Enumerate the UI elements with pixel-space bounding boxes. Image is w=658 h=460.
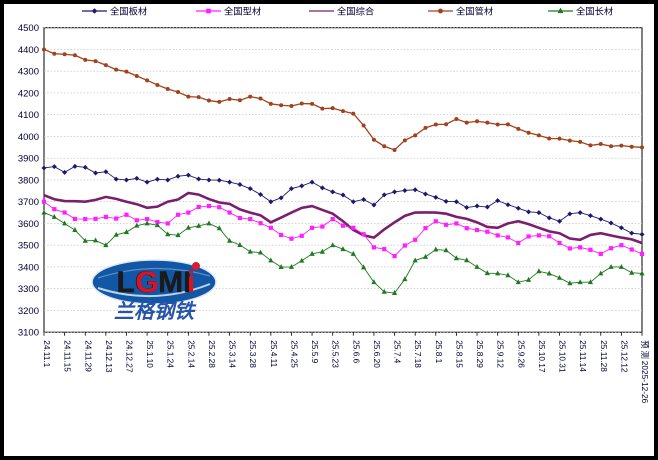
svg-text:25.9.12: 25.9.12: [496, 340, 506, 368]
svg-text:25.10.17: 25.10.17: [537, 340, 547, 373]
svg-text:3100: 3100: [18, 328, 39, 339]
svg-text:25.2.14: 25.2.14: [186, 340, 196, 368]
svg-text:3800: 3800: [18, 175, 39, 186]
svg-text:4300: 4300: [18, 67, 39, 78]
svg-text:全国管材: 全国管材: [456, 5, 493, 16]
svg-text:3200: 3200: [18, 306, 39, 317]
svg-text:25.10.31: 25.10.31: [558, 340, 568, 373]
svg-text:25.6.6: 25.6.6: [351, 340, 361, 363]
svg-text:3400: 3400: [18, 262, 39, 273]
svg-text:24.12.27: 24.12.27: [124, 340, 134, 373]
svg-text:25.11.28: 25.11.28: [599, 340, 609, 372]
svg-text:25.12.12: 25.12.12: [619, 340, 629, 373]
svg-text:25.5.23: 25.5.23: [331, 340, 341, 368]
svg-text:24.12.13: 24.12.13: [104, 340, 114, 373]
svg-text:预测2025-12-26: 预测2025-12-26: [640, 340, 650, 403]
svg-text:4100: 4100: [18, 110, 39, 121]
svg-text:24.11.15: 24.11.15: [63, 340, 73, 372]
svg-text:4500: 4500: [18, 23, 39, 34]
svg-text:3700: 3700: [18, 197, 39, 208]
svg-text:25.7.18: 25.7.18: [413, 340, 423, 368]
svg-text:25.2.28: 25.2.28: [207, 340, 217, 368]
svg-text:25.9.26: 25.9.26: [516, 340, 526, 368]
svg-text:全国型材: 全国型材: [224, 5, 261, 16]
svg-text:4400: 4400: [18, 45, 39, 56]
svg-text:25.4.25: 25.4.25: [289, 340, 299, 368]
svg-text:3600: 3600: [18, 219, 39, 230]
svg-text:25.4.11: 25.4.11: [269, 340, 279, 367]
svg-text:24.11.1: 24.11.1: [42, 340, 52, 367]
svg-text:i: i: [187, 266, 195, 299]
svg-text:24.11.29: 24.11.29: [83, 340, 93, 372]
svg-text:25.5.9: 25.5.9: [310, 340, 320, 363]
svg-text:25.8.29: 25.8.29: [475, 340, 485, 368]
svg-text:25.3.28: 25.3.28: [248, 340, 258, 368]
svg-text:25.8.15: 25.8.15: [454, 340, 464, 368]
svg-text:25.7.4: 25.7.4: [393, 340, 403, 363]
svg-text:4200: 4200: [18, 88, 39, 99]
svg-text:25.1.24: 25.1.24: [166, 340, 176, 368]
svg-text:3900: 3900: [18, 154, 39, 165]
svg-text:全国板材: 全国板材: [110, 5, 147, 16]
svg-text:25.8.1: 25.8.1: [434, 340, 444, 363]
svg-text:25.3.14: 25.3.14: [228, 340, 238, 368]
svg-text:G: G: [135, 266, 158, 299]
svg-text:全国综合: 全国综合: [337, 5, 374, 16]
svg-text:3300: 3300: [18, 284, 39, 295]
svg-text:全国长材: 全国长材: [576, 5, 613, 16]
svg-text:25.1.10: 25.1.10: [145, 340, 155, 368]
svg-text:25.6.20: 25.6.20: [372, 340, 382, 368]
svg-text:25.11.14: 25.11.14: [578, 340, 588, 372]
svg-text:4000: 4000: [18, 132, 39, 143]
svg-text:3500: 3500: [18, 241, 39, 252]
svg-text:兰格钢铁: 兰格钢铁: [114, 300, 197, 323]
